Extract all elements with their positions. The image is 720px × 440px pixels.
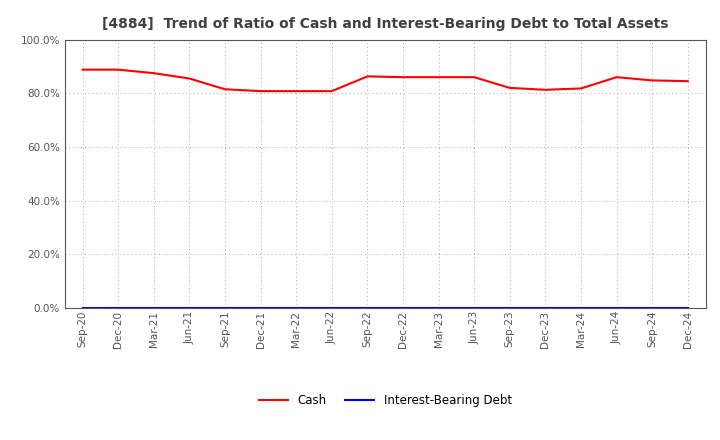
Interest-Bearing Debt <box>256 305 265 311</box>
Cash <box>612 74 621 80</box>
Cash <box>470 74 479 80</box>
Interest-Bearing Debt <box>150 305 158 311</box>
Interest-Bearing Debt <box>541 305 550 311</box>
Cash <box>78 67 87 72</box>
Interest-Bearing Debt <box>363 305 372 311</box>
Cash <box>185 76 194 81</box>
Cash <box>256 88 265 94</box>
Line: Cash: Cash <box>83 70 688 91</box>
Interest-Bearing Debt <box>220 305 229 311</box>
Interest-Bearing Debt <box>78 305 87 311</box>
Cash <box>114 67 122 72</box>
Interest-Bearing Debt <box>185 305 194 311</box>
Title: [4884]  Trend of Ratio of Cash and Interest-Bearing Debt to Total Assets: [4884] Trend of Ratio of Cash and Intere… <box>102 18 668 32</box>
Cash <box>434 74 443 80</box>
Legend: Cash, Interest-Bearing Debt: Cash, Interest-Bearing Debt <box>254 389 516 411</box>
Interest-Bearing Debt <box>328 305 336 311</box>
Interest-Bearing Debt <box>612 305 621 311</box>
Cash <box>577 86 585 91</box>
Interest-Bearing Debt <box>470 305 479 311</box>
Cash <box>505 85 514 91</box>
Interest-Bearing Debt <box>292 305 300 311</box>
Cash <box>363 74 372 79</box>
Interest-Bearing Debt <box>648 305 657 311</box>
Cash <box>399 74 408 80</box>
Cash <box>648 78 657 83</box>
Interest-Bearing Debt <box>683 305 692 311</box>
Cash <box>292 88 300 94</box>
Cash <box>328 88 336 94</box>
Cash <box>683 79 692 84</box>
Cash <box>220 87 229 92</box>
Interest-Bearing Debt <box>399 305 408 311</box>
Interest-Bearing Debt <box>577 305 585 311</box>
Interest-Bearing Debt <box>434 305 443 311</box>
Interest-Bearing Debt <box>114 305 122 311</box>
Interest-Bearing Debt <box>505 305 514 311</box>
Cash <box>150 70 158 76</box>
Cash <box>541 87 550 92</box>
